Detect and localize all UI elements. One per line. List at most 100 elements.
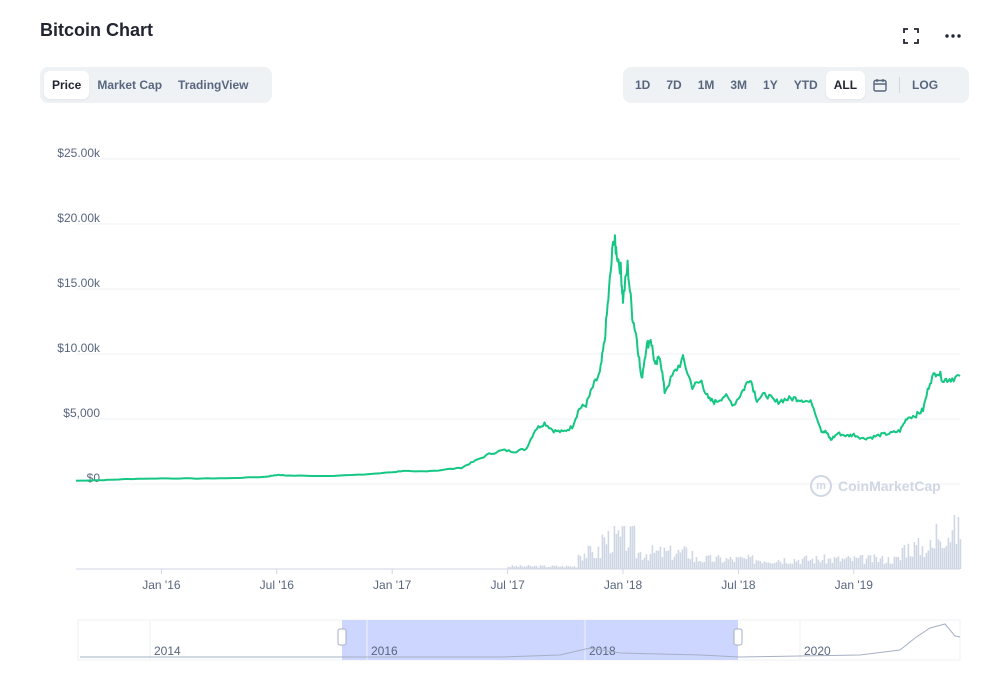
volume-bar [659, 546, 662, 569]
volume-bar [725, 557, 728, 569]
volume-bar [665, 551, 668, 569]
volume-bar [689, 559, 692, 569]
volume-bar [605, 544, 608, 569]
more-icon[interactable] [943, 26, 963, 46]
y-tick-label: $0 [87, 471, 101, 485]
y-tick-label: $5,000 [63, 406, 100, 420]
volume-bar [701, 562, 704, 569]
volume-bar [767, 562, 770, 569]
navigator-year-label: 2018 [589, 644, 616, 658]
volume-bar [585, 558, 588, 569]
volume-bar [819, 562, 822, 569]
volume-bar [707, 555, 710, 569]
volume-bar [575, 567, 578, 569]
volume-bar [653, 552, 656, 569]
volume-bar [881, 555, 884, 569]
volume-bar [565, 565, 568, 569]
volume-bar [805, 555, 808, 569]
volume-bar [833, 557, 836, 569]
volume-bar [621, 526, 624, 569]
tab-market-cap[interactable]: Market Cap [97, 78, 163, 92]
volume-bar [727, 559, 730, 569]
navigator-handle[interactable] [733, 628, 743, 646]
range-3m[interactable]: 3M [730, 78, 748, 92]
volume-bar [781, 563, 784, 569]
volume-bar [757, 560, 760, 569]
range-1y[interactable]: 1Y [763, 78, 778, 92]
top-toolbar [901, 26, 963, 46]
volume-bar [829, 558, 832, 569]
volume-bar [663, 547, 666, 569]
volume-bar [515, 565, 518, 569]
volume-bar [737, 557, 740, 569]
volume-bar [769, 563, 772, 569]
volume-bar [915, 545, 918, 569]
time-range-tabs: 1D 7D 1M 3M 1Y YTD ALL LOG [623, 67, 969, 103]
range-1d[interactable]: 1D [635, 78, 651, 92]
volume-bar [877, 562, 880, 569]
volume-bar [803, 556, 806, 569]
volume-bar [657, 550, 660, 569]
volume-bar [959, 539, 962, 569]
volume-bar [579, 555, 582, 569]
volume-bar [897, 556, 900, 569]
volume-bar [533, 565, 536, 569]
volume-bar [801, 558, 804, 569]
volume-bar [751, 555, 754, 569]
range-all[interactable]: ALL [825, 71, 866, 99]
volume-bar [735, 556, 738, 569]
volume-bar [581, 560, 584, 569]
log-scale-toggle[interactable]: LOG [912, 78, 939, 92]
volume-bar [831, 562, 834, 569]
range-7d[interactable]: 7D [666, 78, 682, 92]
volume-bar [693, 561, 696, 569]
navigator-line [80, 623, 961, 658]
volume-bar [885, 562, 888, 569]
volume-bar [839, 561, 842, 569]
volume-bar [587, 545, 590, 569]
volume-bar [563, 567, 566, 569]
volume-bar [695, 557, 698, 569]
x-tick-label: Jan '19 [835, 578, 874, 592]
navigator-handle[interactable] [337, 628, 347, 646]
volume-bar [783, 558, 786, 569]
volume-bar [713, 561, 716, 569]
volume-bar [865, 558, 868, 569]
volume-bar [777, 560, 780, 569]
fullscreen-icon[interactable] [901, 26, 921, 46]
volume-bar [903, 545, 906, 569]
volume-bar [569, 566, 572, 569]
tab-tradingview[interactable]: TradingView [178, 78, 249, 92]
volume-bar [811, 558, 814, 569]
volume-bar [601, 534, 604, 569]
volume-bar [513, 566, 516, 569]
price-line[interactable] [75, 234, 961, 482]
volume-bar [583, 553, 586, 569]
volume-bar [931, 547, 934, 569]
volume-bar [667, 550, 670, 569]
range-ytd[interactable]: YTD [793, 78, 818, 92]
volume-bar [677, 549, 680, 569]
navigator-selection[interactable] [342, 620, 738, 660]
volume-bar [923, 557, 926, 569]
calendar-icon[interactable] [865, 71, 895, 99]
volume-bar [547, 567, 550, 569]
volume-bar [723, 561, 726, 569]
x-tick-label: Jul '18 [721, 578, 756, 592]
volume-bar [613, 526, 616, 569]
y-tick-label: $25.00k [57, 146, 101, 160]
volume-bar [785, 563, 788, 569]
volume-bar [847, 555, 850, 569]
y-tick-label: $15.00k [57, 276, 101, 290]
volume-bar [541, 565, 544, 569]
x-tick-label: Jul '16 [260, 578, 295, 592]
volume-bar [901, 548, 904, 569]
tab-price[interactable]: Price [44, 71, 90, 99]
x-tick-label: Jan '16 [142, 578, 181, 592]
volume-bar [517, 566, 520, 569]
volume-bar [789, 563, 792, 569]
volume-bar [691, 551, 694, 569]
volume-bar [687, 558, 690, 569]
range-1m[interactable]: 1M [697, 78, 715, 92]
